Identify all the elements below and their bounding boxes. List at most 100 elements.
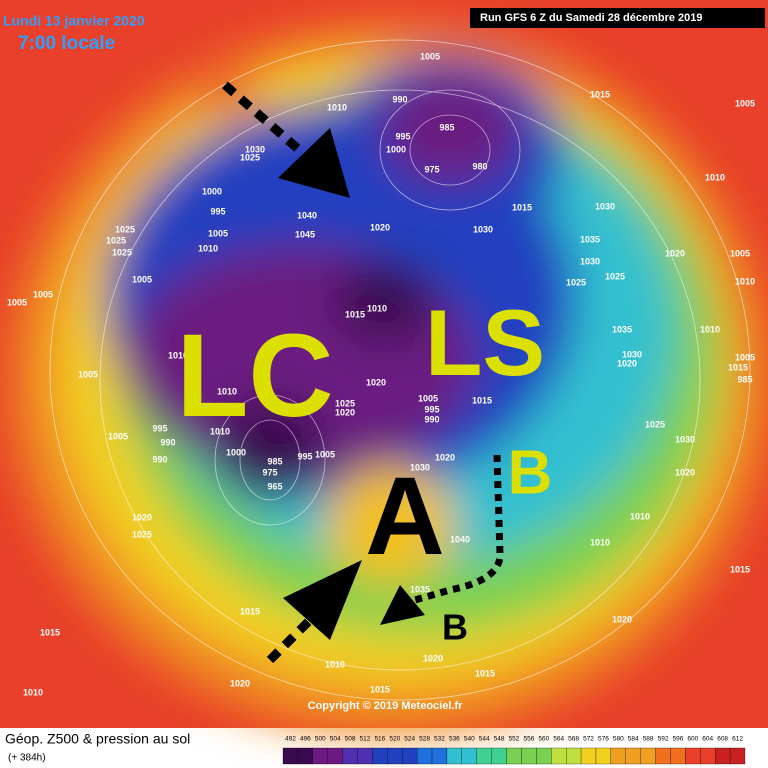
colorbar-cell	[327, 747, 343, 765]
isobar-label: 1015	[345, 309, 365, 319]
run-info: Run GFS 6 Z du Samedi 28 décembre 2019	[480, 12, 703, 24]
isobars	[49, 39, 751, 701]
isobar-labels: 1005990101098599510009809751030102510151…	[7, 51, 755, 697]
colorbar-cell	[431, 747, 448, 765]
isobar-label: 990	[160, 437, 175, 447]
isobar-label: 995	[210, 206, 225, 216]
colorbar-cell	[580, 747, 597, 765]
isobar-label: 1020	[675, 467, 695, 477]
annotation: B	[442, 607, 468, 648]
colorbar-label: 572	[583, 736, 594, 743]
isobar-label: 1030	[675, 434, 695, 444]
colorbar-cell	[506, 747, 522, 765]
isobar-label: 1005	[730, 248, 750, 258]
isobar-label: 1010	[23, 687, 43, 697]
colorbar-label: 552	[509, 736, 520, 743]
isobar-label: 995	[424, 404, 439, 414]
colorbar: 492 496 500 504 508 512 516 520 524 528 532 536 540 5…	[282, 736, 746, 765]
isobar-label: 990	[392, 94, 407, 104]
field-high	[325, 465, 455, 585]
colorbar-label: 580	[613, 736, 624, 743]
colorbar-label: 516	[374, 736, 385, 743]
isobar-label: 1010	[217, 386, 237, 396]
colorbar-cell	[461, 747, 477, 765]
arrow-shaft	[266, 608, 322, 664]
isobar-label: 990	[152, 454, 167, 464]
colorbar-cell	[715, 747, 731, 765]
isobar-label: 1000	[202, 186, 222, 196]
colorbar-label: 604	[702, 736, 713, 743]
colorbar-cell	[700, 747, 716, 765]
annotation: LC	[176, 310, 333, 442]
isobar-label: 1005	[208, 228, 228, 238]
colorbar-cell	[416, 747, 433, 765]
isobar-label: 980	[472, 161, 487, 171]
colorbar-cell	[670, 747, 686, 765]
colorbar-cell	[282, 747, 299, 765]
isobar-label: 1015	[40, 627, 60, 637]
isobar-label: 1010	[700, 324, 720, 334]
colorbar-cell	[566, 747, 582, 765]
colorbar-label: 528	[419, 736, 430, 743]
isobar-label: 1035	[612, 324, 632, 334]
colorbar-label: 548	[494, 736, 505, 743]
isobar-label: 1020	[230, 678, 250, 688]
isobar-label: 1025	[132, 529, 152, 539]
isobar-label: 1020	[370, 222, 390, 232]
isobar-label: 1000	[226, 447, 246, 457]
colorbar-cell	[476, 747, 492, 765]
colorbar-cell	[297, 747, 313, 765]
arrow-shaft	[222, 81, 308, 159]
isobar-label: 1025	[605, 271, 625, 281]
annotation: A	[365, 455, 444, 578]
product-title: Géop. Z500 & pression au sol	[5, 731, 190, 747]
isobar-label: 985	[737, 374, 752, 384]
annotation: B	[508, 438, 553, 507]
isobar-label: 1025	[645, 419, 665, 429]
isobar-label: 1010	[735, 276, 755, 286]
isobar-label: 995	[297, 451, 312, 461]
isobar-label: 985	[439, 122, 454, 132]
colorbar-label: 600	[687, 736, 698, 743]
isobar-label: 1020	[665, 248, 685, 258]
isobar-label: 1005	[735, 98, 755, 108]
colorbar-cell	[610, 747, 626, 765]
isobar-label: 1020	[366, 377, 386, 387]
isobar-label: 1030	[595, 201, 615, 211]
date: Lundi 13 janvier 2020	[3, 13, 145, 29]
colorbar-label: 608	[717, 736, 728, 743]
isobar-label: 1025	[115, 224, 135, 234]
isobar-label: 1045	[295, 229, 315, 239]
isobar-label: 1010	[325, 659, 345, 669]
isobar-label: 1015	[728, 362, 748, 372]
isobar-label: 1005	[108, 431, 128, 441]
colorbar-cell	[625, 747, 641, 765]
isobar-label: 1005	[420, 51, 440, 61]
isobar-label: 1035	[410, 584, 430, 594]
colorbar-label: 536	[449, 736, 460, 743]
run-box	[470, 8, 765, 28]
isobar-label: 1040	[450, 534, 470, 544]
colorbar-label: 540	[464, 736, 475, 743]
colorbar-label: 544	[479, 736, 490, 743]
colorbar-label: 504	[330, 736, 341, 743]
isobar-label: 1015	[370, 684, 390, 694]
isobar-label: 1030	[622, 349, 642, 359]
colorbar-label: 568	[568, 736, 579, 743]
isobar-label: 1015	[475, 668, 495, 678]
arrows	[222, 81, 504, 664]
colorbar-cell	[402, 747, 418, 765]
isobar-label: 1010	[705, 172, 725, 182]
field-dark	[335, 260, 435, 340]
field-purple	[380, 75, 520, 185]
isobar-label: 1020	[435, 452, 455, 462]
colorbar-label: 532	[434, 736, 445, 743]
colorbar-cell	[342, 747, 358, 765]
isobar-label: 1015	[240, 606, 260, 616]
arrow-head	[278, 128, 350, 198]
isobar-label: 1015	[512, 202, 532, 212]
colorbar-cell	[387, 747, 403, 765]
colorbar-cell	[640, 747, 656, 765]
